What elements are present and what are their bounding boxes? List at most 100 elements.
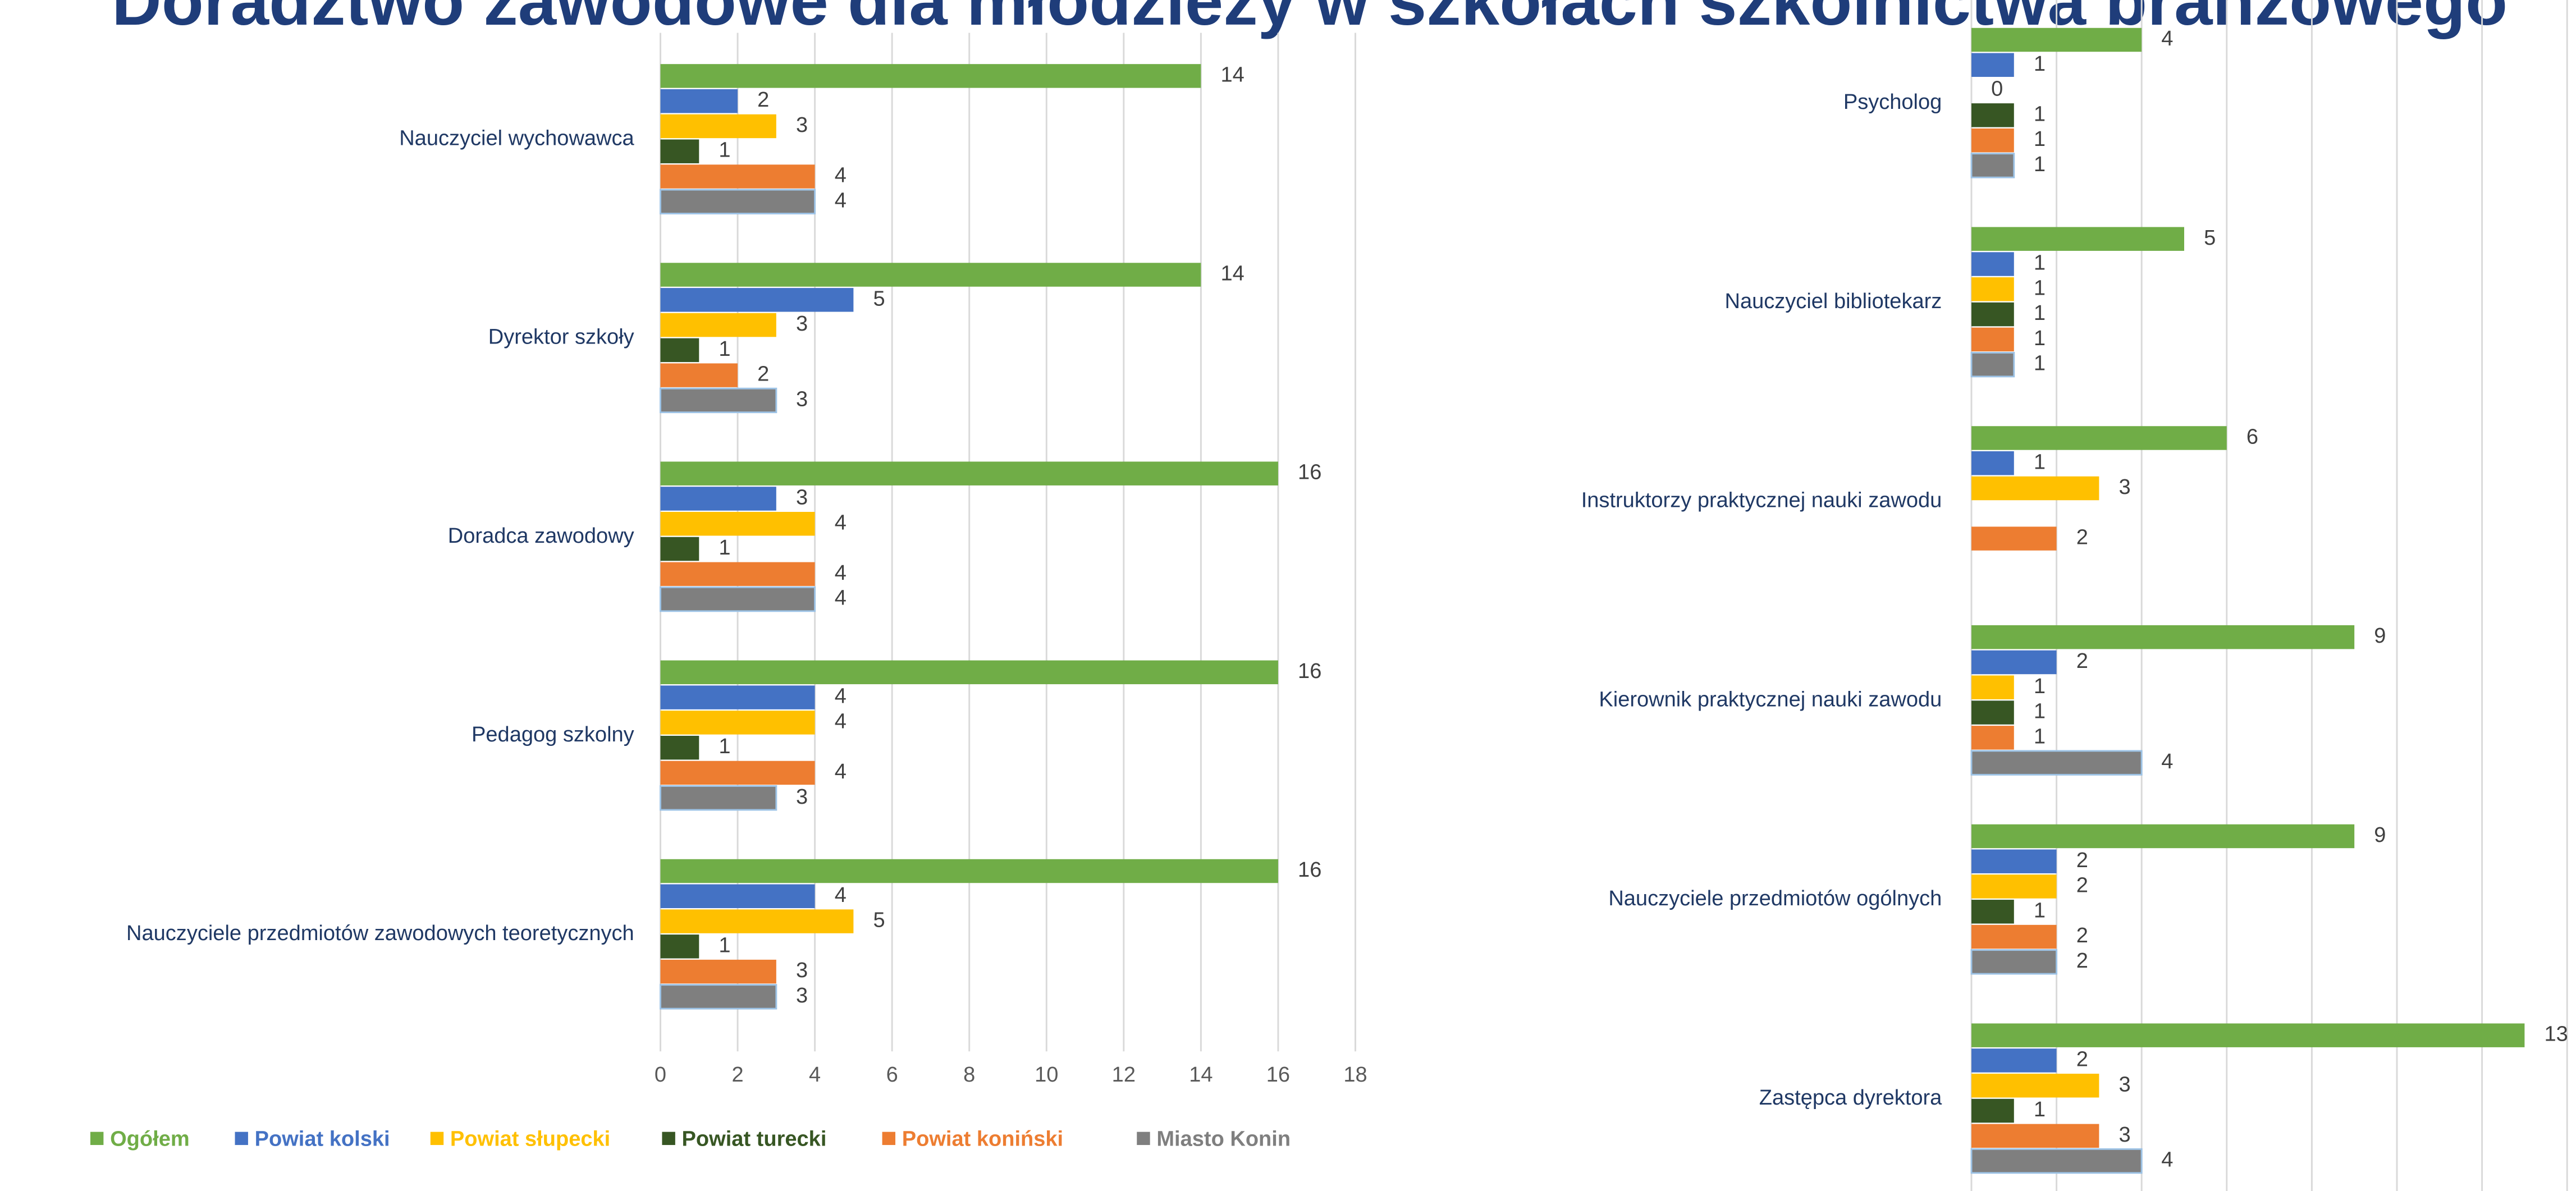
bar: [660, 859, 1278, 883]
legend-label: Powiat słupecki: [450, 1127, 610, 1151]
legend-swatch: [90, 1132, 104, 1146]
value-label: 4: [835, 587, 847, 610]
value-label: 5: [873, 909, 885, 932]
bar: [1971, 874, 2057, 899]
title: Doradztwo zawodowe dla młodzieży w szkoł…: [112, 0, 2508, 40]
bar: [660, 959, 776, 984]
legend-label: Powiat turecki: [682, 1127, 827, 1151]
value-label: 2: [757, 88, 769, 112]
value-label: 2: [2076, 1048, 2088, 1071]
bar: [1971, 1023, 2525, 1047]
category-label: Instruktorzy praktycznej nauki zawodu: [1581, 489, 1942, 512]
value-label: 2: [2076, 949, 2088, 973]
bar: [1970, 750, 2143, 776]
value-label: 9: [2374, 823, 2386, 847]
x-tick-label: 0: [655, 1063, 666, 1087]
x-tick-label: 12: [1112, 1063, 1136, 1087]
value-label: 3: [796, 387, 808, 411]
value-label: 3: [796, 785, 808, 809]
bar: [1971, 650, 2057, 675]
bar: [1970, 351, 2015, 378]
value-label: 14: [1221, 63, 1244, 86]
category-label: Pedagog szkolny: [472, 723, 634, 746]
x-tick-label: 18: [1343, 1063, 1367, 1087]
value-label: 4: [835, 760, 847, 784]
value-label: 4: [835, 189, 847, 212]
bar: [1970, 153, 2015, 178]
value-label: 1: [2034, 450, 2046, 474]
value-label: 3: [796, 959, 808, 982]
value-label: 3: [796, 486, 808, 510]
bar: [1970, 1148, 2143, 1174]
legend-swatch: [882, 1132, 896, 1146]
legend-swatch: [1137, 1132, 1150, 1146]
bar: [660, 461, 1278, 485]
value-label: 14: [1221, 262, 1244, 286]
value-label: 4: [2161, 750, 2173, 773]
bar: [1971, 700, 2014, 725]
value-label: 1: [719, 735, 730, 758]
value-label: 1: [2034, 1098, 2046, 1121]
value-label: 2: [2076, 924, 2088, 947]
x-tick-label: 2: [731, 1063, 743, 1087]
bar: [1971, 900, 2014, 924]
category-label: Kierownik praktycznej nauki zawodu: [1599, 688, 1942, 711]
legend-swatch: [235, 1132, 248, 1146]
legend-label: Miasto Konin: [1156, 1127, 1291, 1151]
value-label: 1: [719, 536, 730, 560]
value-label: 16: [1298, 461, 1321, 484]
bar: [660, 89, 738, 113]
bar: [660, 64, 1201, 88]
bar: [660, 735, 699, 760]
bar: [660, 487, 776, 511]
bar: [1971, 103, 2014, 127]
bar: [1971, 302, 2014, 327]
bar: [1971, 252, 2014, 276]
bar: [1971, 53, 2014, 77]
value-label: 1: [2034, 52, 2046, 76]
bar: [660, 984, 777, 1010]
bar: [660, 313, 776, 337]
category-label: Dyrektor szkoły: [488, 326, 634, 349]
category-label: Nauczyciel bibliotekarz: [1725, 290, 1942, 313]
value-label: 3: [796, 984, 808, 1007]
value-label: 1: [2034, 127, 2046, 151]
value-label: 6: [2246, 425, 2258, 449]
bar: [660, 562, 815, 587]
bar: [660, 139, 699, 163]
bar: [660, 711, 815, 735]
bar: [660, 338, 699, 363]
category-label: Psycholog: [1843, 90, 1942, 114]
x-tick-label: 4: [809, 1063, 821, 1087]
bar: [1971, 426, 2227, 450]
value-label: 1: [719, 933, 730, 957]
bar: [1971, 476, 2099, 501]
value-label: 3: [796, 113, 808, 137]
value-label: 4: [835, 709, 847, 733]
bar: [1971, 1098, 2014, 1123]
bar: [660, 586, 816, 612]
bar: [1971, 1074, 2099, 1098]
value-label: 1: [2034, 675, 2046, 698]
bar: [1971, 1048, 2057, 1073]
legend-swatch: [430, 1132, 444, 1146]
bar: [1971, 924, 2057, 949]
x-tick-label: 6: [886, 1063, 898, 1087]
bar: [660, 935, 699, 959]
value-label: 4: [835, 511, 847, 534]
bar: [1971, 625, 2355, 649]
bar: [1971, 227, 2184, 251]
bar: [1971, 526, 2057, 551]
bar: [660, 761, 815, 785]
x-tick-label: 14: [1189, 1063, 1212, 1087]
value-label: 1: [2034, 352, 2046, 375]
bar: [660, 512, 815, 536]
value-label: 4: [835, 883, 847, 907]
value-label: 2: [2076, 526, 2088, 549]
bar: [660, 909, 854, 933]
value-label: 2: [2076, 649, 2088, 673]
value-label: 5: [2204, 226, 2216, 250]
bar: [660, 263, 1201, 287]
